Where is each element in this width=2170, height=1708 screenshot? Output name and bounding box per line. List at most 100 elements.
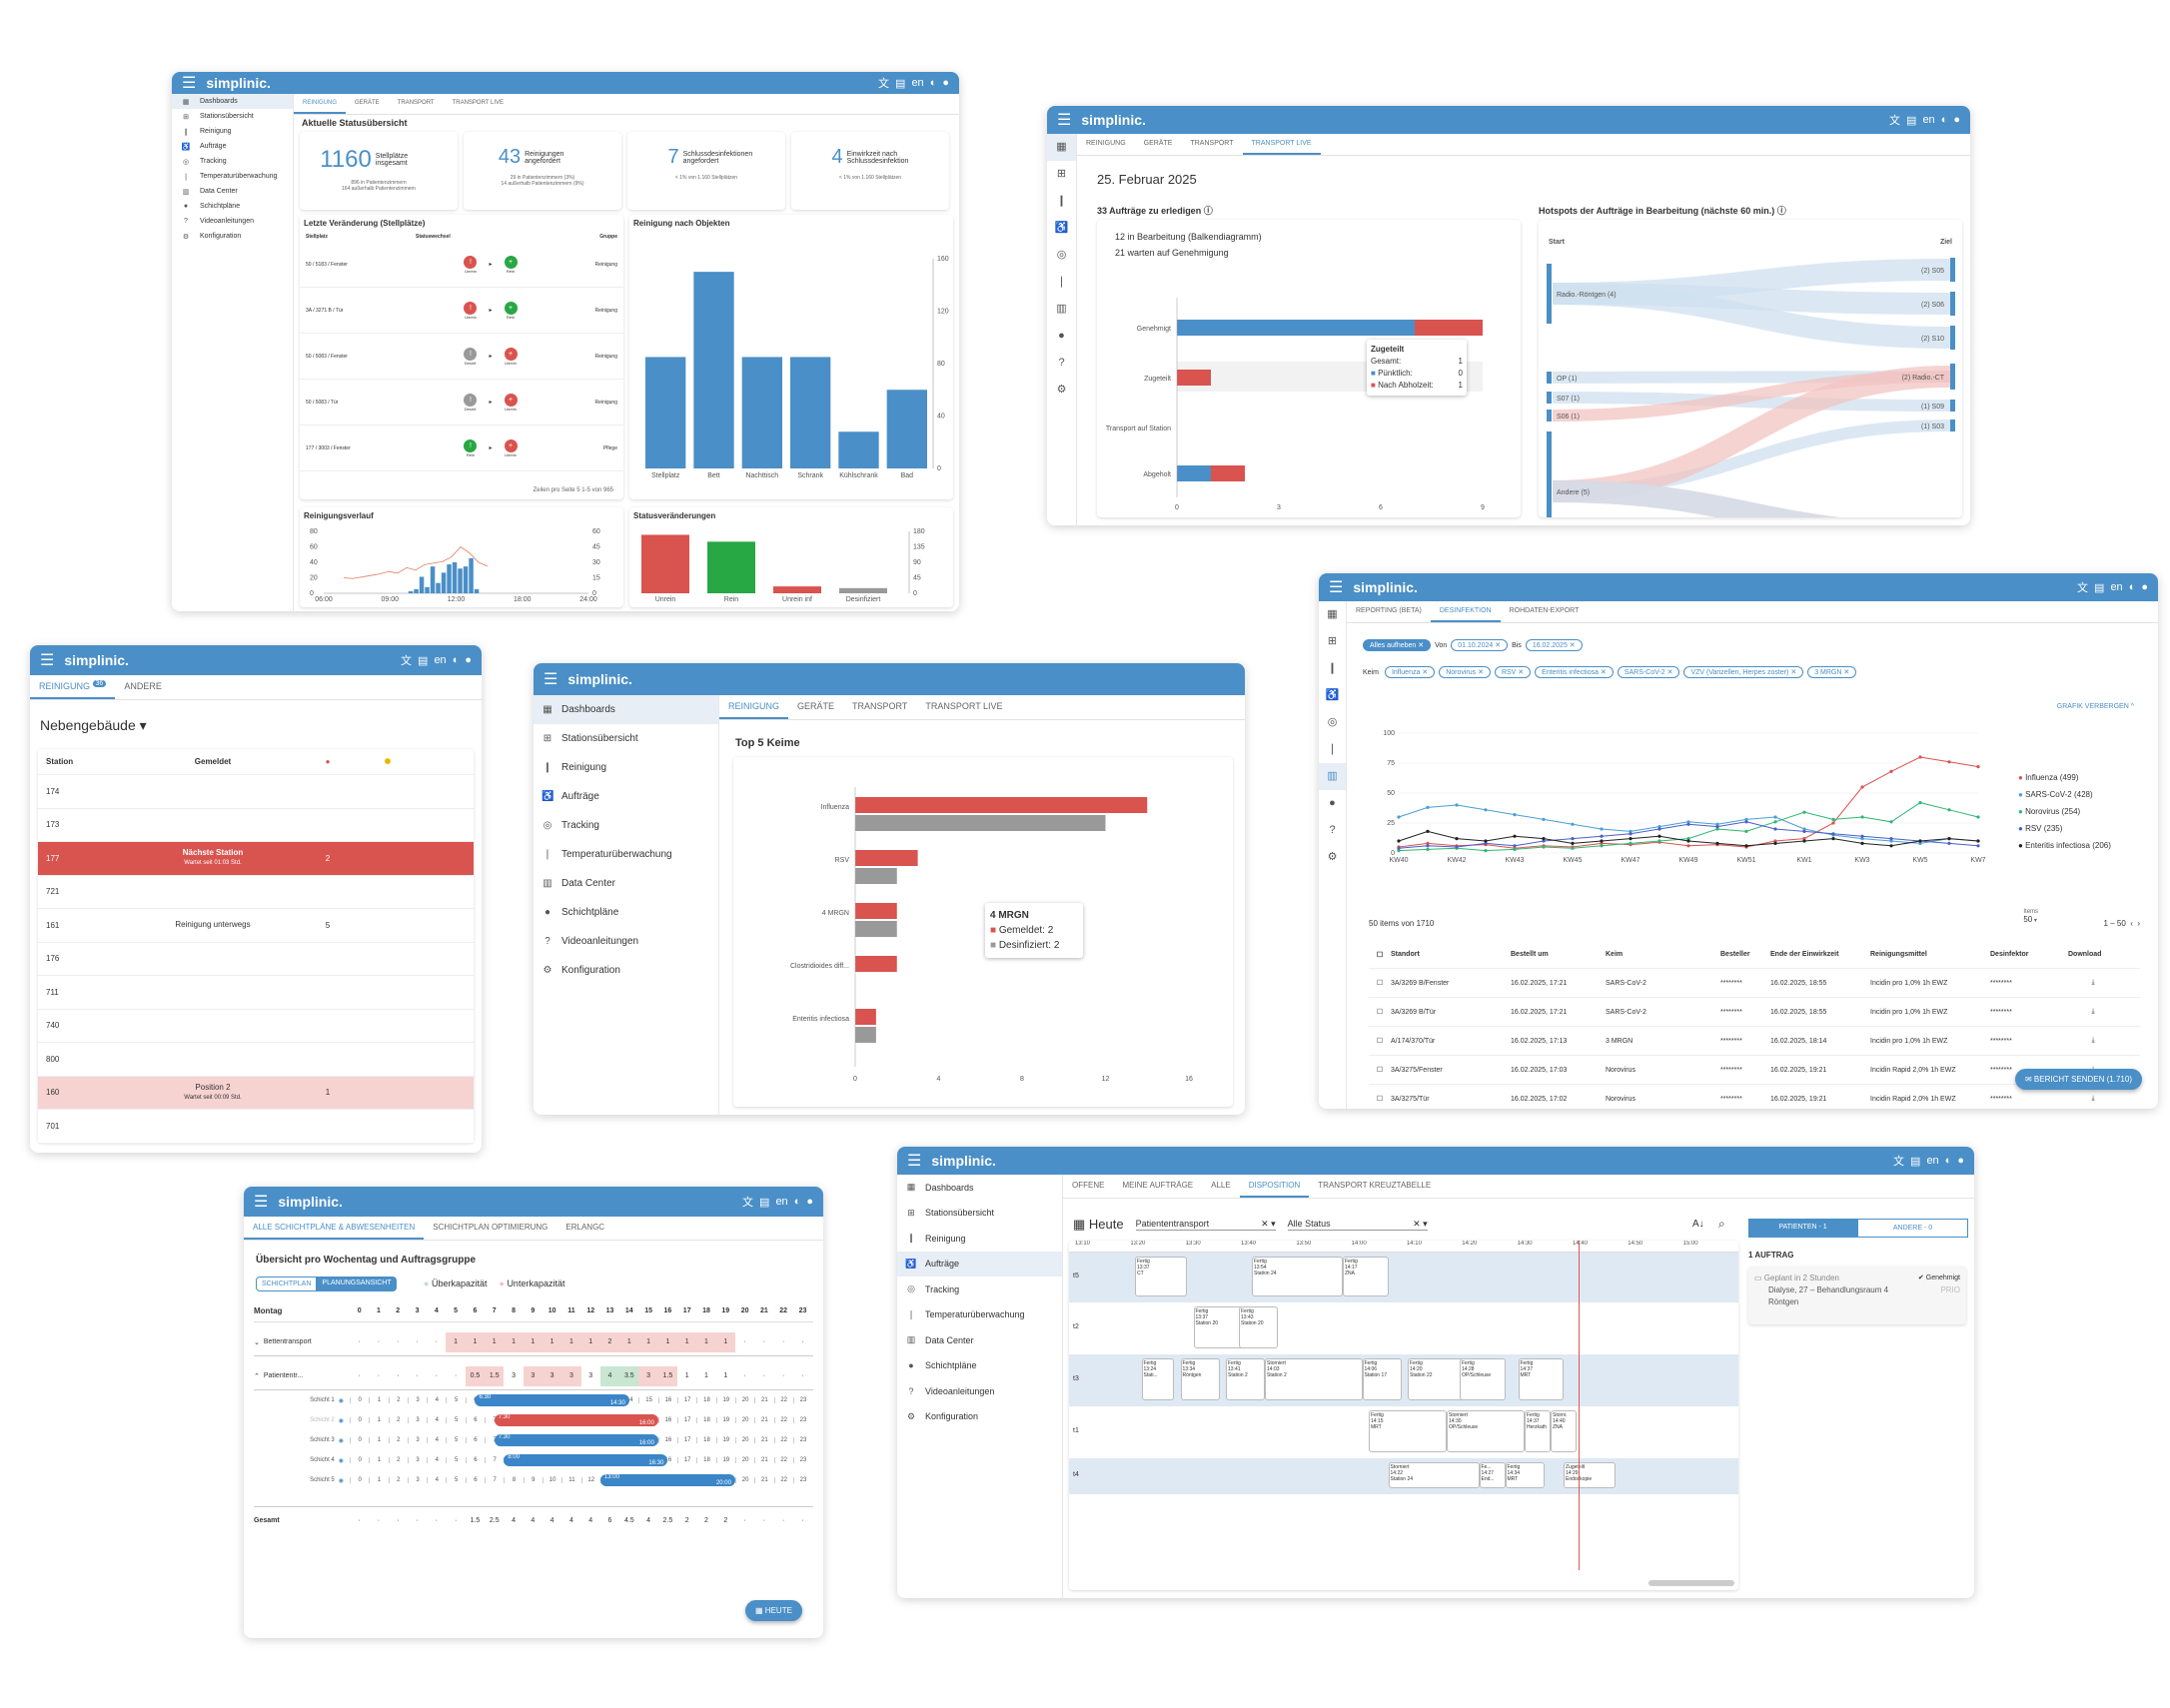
list-item[interactable]: 173 bbox=[38, 808, 474, 842]
sidebar-item-3[interactable]: ♿ Aufträge bbox=[172, 139, 293, 154]
account-icon[interactable]: ● bbox=[2141, 581, 2148, 593]
contrast-icon[interactable]: ◐ bbox=[452, 654, 460, 666]
tab-1[interactable]: DESINFEKTION bbox=[1430, 601, 1501, 622]
sidebar-item-2[interactable]: ❙ Reinigung bbox=[172, 124, 293, 139]
info-icon[interactable]: ⓘ bbox=[1203, 206, 1213, 216]
toggle-switch[interactable]: ◉ bbox=[338, 1417, 344, 1424]
table-row[interactable]: ☐ 3A/3269 B/Tür 16.02.2025, 17:21 SARS-CoV-… bbox=[1369, 998, 2140, 1027]
translate-icon[interactable]: 文 bbox=[2077, 582, 2089, 594]
sidebar-item-2[interactable]: ❙ Reinigung bbox=[534, 753, 718, 782]
table-row[interactable]: ☐ A/174/370/Tür 16.02.2025, 17:13 3 MRGN ***… bbox=[1369, 1027, 2140, 1056]
language-label[interactable]: en bbox=[1922, 114, 1935, 126]
table-row[interactable]: 3A / 3271 B / Tür! Unrein ▸ + Rein Reinigung bbox=[300, 288, 623, 334]
download-icon[interactable]: ⤓ bbox=[2091, 1037, 2095, 1044]
table-row[interactable]: 50 / 5083 / Fenster! Desinf. ▸ + Unrein Reini… bbox=[300, 334, 623, 380]
tab-2[interactable]: TRANSPORT bbox=[397, 100, 435, 106]
sidebar-item-3[interactable]: ♿ Aufträge bbox=[897, 1251, 1062, 1277]
shift-bar[interactable]: 7:30 16:00 bbox=[494, 1434, 658, 1446]
shift-bar[interactable]: 13:00 20:00 bbox=[599, 1474, 735, 1486]
translate-icon[interactable]: 文 bbox=[742, 1197, 754, 1209]
timeline-event[interactable]: Fertig 14:15 MRT bbox=[1369, 1410, 1447, 1452]
keim-chip[interactable]: SARS-CoV-2 ✕ bbox=[1617, 666, 1680, 678]
today-button[interactable]: ▦ HEUTE bbox=[745, 1600, 802, 1621]
list-item[interactable]: 160 Position 2 Wartet seit 00:09 Std. 1 bbox=[38, 1076, 474, 1110]
order-card[interactable]: ▭ Geplant in 2 Stunden ✔ Genehmigt Dialys… bbox=[1748, 1267, 1966, 1324]
tab-0[interactable]: REINIGUNG bbox=[719, 695, 789, 719]
translate-icon[interactable]: 文 bbox=[1889, 115, 1901, 127]
account-icon[interactable]: ● bbox=[465, 654, 472, 666]
shift-bar[interactable]: 7:30 16:00 bbox=[494, 1414, 658, 1426]
menu-icon[interactable]: ☰ bbox=[543, 671, 558, 688]
tab-cleaning[interactable]: REINIGUNG 36 bbox=[30, 675, 116, 699]
timeline-event[interactable]: Fertig 14:17 ZNA bbox=[1343, 1257, 1389, 1296]
menu-icon[interactable]: ☰ bbox=[40, 652, 55, 669]
keim-chip[interactable]: RSV ✕ bbox=[1494, 666, 1532, 678]
translate-icon[interactable]: 文 bbox=[401, 655, 413, 667]
scrollbar[interactable] bbox=[1648, 1580, 1734, 1586]
sidebar-item-4[interactable]: ◎ Tracking bbox=[897, 1277, 1062, 1302]
tab-3[interactable]: TRANSPORT LIVE bbox=[925, 701, 1003, 711]
table-row[interactable]: 50 / 5083 / Tür! Desinf. ▸ + Unrein Reinigung bbox=[300, 380, 623, 426]
checkbox[interactable]: ☐ bbox=[1376, 1096, 1384, 1103]
tab-4[interactable]: TRANSPORT KREUZTABELLE bbox=[1318, 1181, 1432, 1190]
shift-bar[interactable]: 6:30 14:30 bbox=[475, 1394, 629, 1406]
menu-icon[interactable]: ☰ bbox=[1329, 579, 1344, 596]
timeline-event[interactable]: Storniert 14:22 Station 24 bbox=[1388, 1462, 1480, 1488]
sidebar-item-9[interactable]: ⚙ Konfiguration bbox=[172, 229, 293, 244]
sidebar-item-2[interactable]: ❙ Reinigung bbox=[897, 1226, 1062, 1252]
book-icon[interactable]: ▤ bbox=[2094, 581, 2105, 594]
timeline-event[interactable]: Fertig 13:54 Station 24 bbox=[1252, 1257, 1343, 1296]
timeline-event[interactable]: Zugeteilt 14:29 Endoskopie bbox=[1564, 1462, 1616, 1488]
station-icon[interactable]: ⊞ bbox=[1327, 635, 1338, 647]
tab-1[interactable]: GERÄTE bbox=[797, 701, 835, 711]
book-icon[interactable]: ▤ bbox=[895, 77, 906, 90]
hide-chart-button[interactable]: GRAFIK VERBERGEN ^ bbox=[2056, 703, 2134, 710]
walk-icon[interactable]: ♿ bbox=[1325, 689, 1340, 701]
language-label[interactable]: en bbox=[775, 1196, 788, 1208]
sidebar-item-7[interactable]: ● Schichtpläne bbox=[897, 1353, 1062, 1379]
language-label[interactable]: en bbox=[434, 654, 447, 666]
items-per-page[interactable]: Items 50 ▾ bbox=[2023, 909, 2038, 924]
today-label[interactable]: ▦ Heute bbox=[1073, 1217, 1124, 1232]
timeline-event[interactable]: Fertig 13:37 Station 20 bbox=[1193, 1306, 1246, 1348]
language-label[interactable]: en bbox=[911, 77, 924, 89]
station-icon[interactable]: ⊞ bbox=[1056, 168, 1067, 180]
chevron-icon[interactable]: ⌄ bbox=[254, 1338, 260, 1346]
tab-0[interactable]: REINIGUNG bbox=[294, 94, 347, 114]
sidebar-item-0[interactable]: ▦ Dashboards bbox=[172, 94, 293, 109]
sidebar-item-1[interactable]: ⊞ Stationsübersicht bbox=[534, 724, 718, 753]
gear-icon[interactable]: ⚙ bbox=[1327, 851, 1338, 863]
tab-1[interactable]: MEINE AUFTRÄGE bbox=[1122, 1181, 1194, 1190]
walk-icon[interactable]: ♿ bbox=[1054, 222, 1069, 234]
keim-chip[interactable]: VZV (Varizellen, Herpes zoster) ✕ bbox=[1683, 666, 1804, 678]
keim-chip[interactable]: Influenza ✕ bbox=[1384, 666, 1436, 678]
list-item[interactable]: 721 bbox=[38, 875, 474, 909]
remove-icon[interactable]: ✕ bbox=[1841, 669, 1850, 676]
gear-icon[interactable]: ⚙ bbox=[1056, 384, 1067, 396]
keim-chip[interactable]: Enteritis infectiosa ✕ bbox=[1535, 666, 1614, 678]
list-item[interactable]: 176 bbox=[38, 942, 474, 976]
tab-0[interactable]: ALLE SCHICHTPLÄNE & ABWESENHEITEN bbox=[244, 1217, 425, 1240]
contrast-icon[interactable]: ◐ bbox=[929, 77, 937, 89]
toggle-switch[interactable]: ◉ bbox=[338, 1457, 344, 1464]
pager[interactable]: Zeilen pro Seite 5 1-5 von 965 bbox=[533, 487, 613, 493]
account-icon[interactable]: ● bbox=[1953, 114, 1960, 126]
timeline-event[interactable]: Fertig 14:37 MRT bbox=[1518, 1358, 1564, 1400]
menu-icon[interactable]: ☰ bbox=[254, 1194, 269, 1211]
timeline-event[interactable]: Storni. 14:40 ZNA bbox=[1551, 1410, 1577, 1452]
list-item[interactable]: 711 bbox=[38, 976, 474, 1010]
search-icon[interactable]: ⌕ bbox=[1718, 1217, 1725, 1231]
sidebar-item-4[interactable]: ◎ Tracking bbox=[172, 154, 293, 169]
tab-0[interactable]: REPORTING (BETA) bbox=[1356, 607, 1422, 614]
tab-patients[interactable]: PATIENTEN - 1 bbox=[1748, 1219, 1857, 1238]
checkbox[interactable]: ☐ bbox=[1376, 1009, 1384, 1016]
sidebar-item-6[interactable]: ▥ Data Center bbox=[897, 1327, 1062, 1353]
timeline-event[interactable]: Fertig 14:28 OP/Schleuse bbox=[1460, 1358, 1506, 1400]
checkbox[interactable]: ☐ bbox=[1376, 980, 1384, 987]
timeline-event[interactable]: Fertig 13:43 Station 20 bbox=[1239, 1306, 1278, 1348]
sidebar-item-5[interactable]: ❘ Temperaturüberwachung bbox=[172, 169, 293, 184]
help-icon[interactable]: ? bbox=[1058, 357, 1065, 369]
table-row[interactable]: ☐ 3A/3269 B/Fenster 16.02.2025, 17:21 SARS-… bbox=[1369, 969, 2140, 998]
sidebar-item-8[interactable]: ? Videoanleitungen bbox=[172, 214, 293, 229]
menu-icon[interactable]: ☰ bbox=[907, 1153, 922, 1170]
